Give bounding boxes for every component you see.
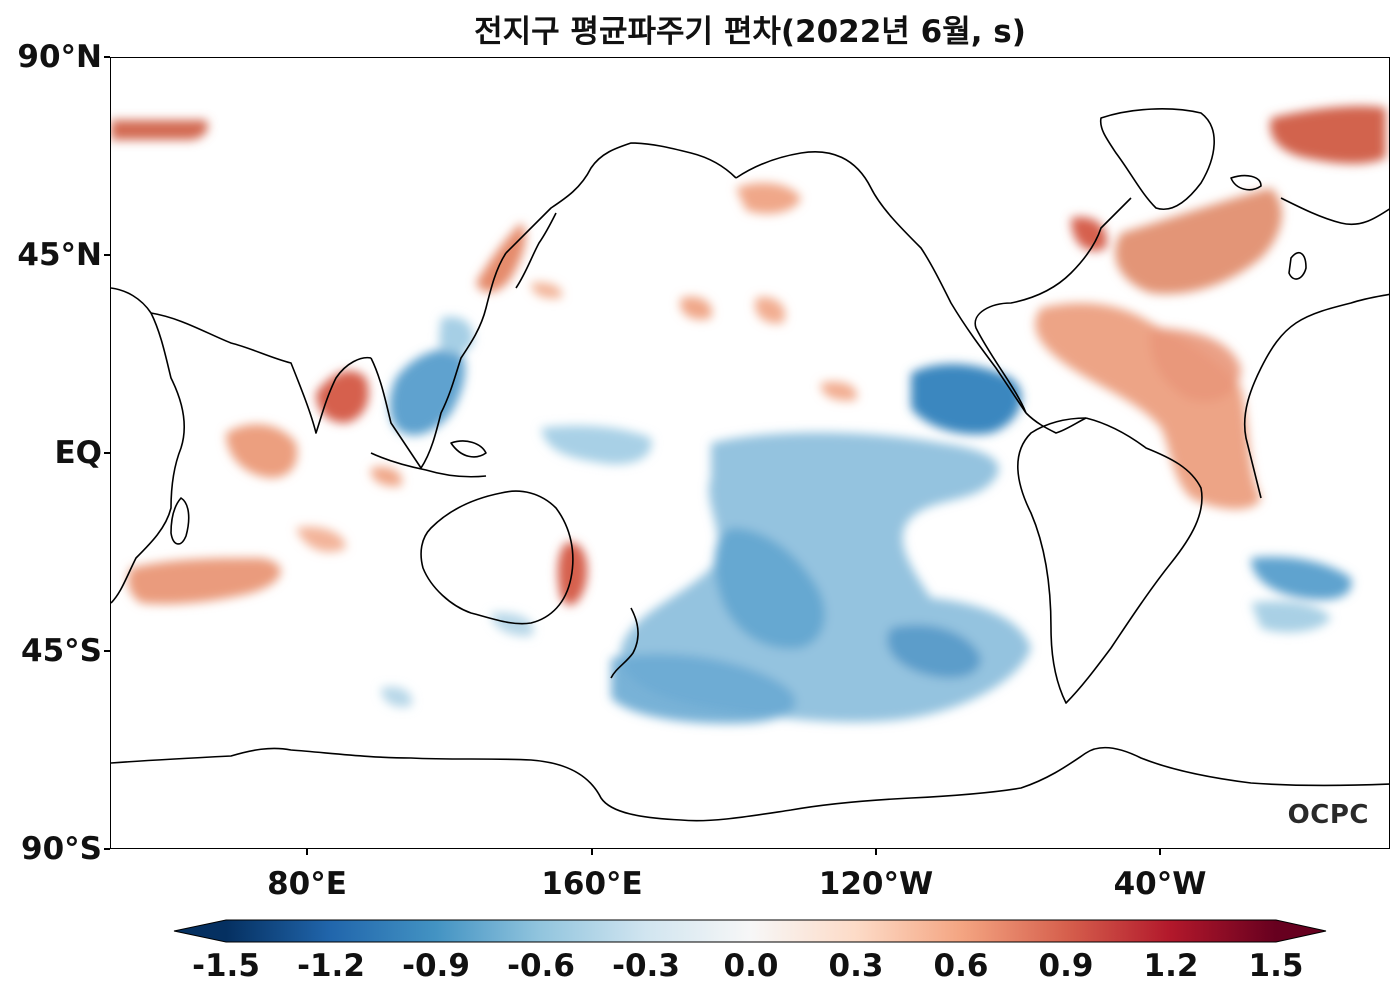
coastline (150, 312, 372, 434)
lon-tick (306, 849, 308, 855)
anomaly-region (680, 296, 712, 320)
coastline (370, 452, 487, 478)
anomaly-region (1251, 556, 1352, 600)
lat-tick (104, 254, 110, 256)
coastlines (111, 108, 1389, 822)
colorbar-body (226, 920, 1276, 942)
coastline (111, 287, 185, 604)
coastline (1230, 174, 1262, 191)
lat-tick (104, 56, 110, 58)
lat-label: EQ (54, 435, 102, 471)
anomaly-region (911, 363, 1022, 435)
lon-label: 120°W (818, 866, 934, 902)
lat-label: 90°N (17, 39, 102, 75)
colorbar-tick-label: 0.6 (933, 948, 989, 984)
anomaly-region (714, 528, 825, 649)
anomaly-region (1270, 106, 1386, 164)
anomaly-region (226, 424, 298, 478)
map-panel: OCPC (110, 57, 1390, 849)
anomaly-region (476, 223, 526, 293)
coastline (505, 142, 737, 254)
colorbar-outline (173, 919, 1327, 943)
anomaly-region (1251, 601, 1331, 633)
lat-label: 45°S (21, 633, 102, 669)
coastline (1288, 252, 1307, 280)
coastline (450, 440, 487, 458)
coastline (1025, 412, 1087, 434)
map-canvas (111, 106, 1389, 822)
anomaly-region (887, 624, 981, 678)
coastline (515, 212, 557, 289)
coastline (735, 151, 1027, 414)
lon-label: 160°E (541, 866, 643, 902)
lat-label: 90°S (21, 831, 102, 867)
anomaly-region (1150, 328, 1241, 402)
anomaly-region (111, 120, 208, 140)
colorbar-tick-label: 0.9 (1038, 948, 1094, 984)
colorbar-tick-label: 1.2 (1143, 948, 1199, 984)
lon-label: 40°W (1113, 866, 1207, 902)
anomaly-region (389, 348, 466, 436)
anomaly-region (611, 654, 796, 724)
coastline (610, 607, 639, 679)
colorbar-min-extend (174, 920, 226, 942)
lon-tick (591, 849, 593, 855)
anomaly-region (491, 612, 534, 637)
lat-label: 45°N (17, 237, 102, 273)
colorbar-tick-label: -0.6 (507, 948, 575, 984)
anomaly-region (531, 282, 562, 299)
coastline (370, 252, 507, 469)
coastline (1243, 293, 1389, 499)
anomaly-region (381, 686, 412, 708)
colorbar-tick-label: 0.3 (828, 948, 884, 984)
colorbar-tick-label: -0.9 (402, 948, 470, 984)
anomaly-region (1035, 303, 1261, 510)
colorbar-max-extend (1276, 920, 1326, 942)
coastline (1280, 197, 1389, 226)
lat-tick (104, 848, 110, 850)
lon-label: 80°E (267, 866, 347, 902)
anomaly-region (541, 425, 652, 465)
anomaly-region (736, 182, 801, 214)
colorbar-tick-label: -1.5 (192, 948, 260, 984)
ocpc-logo: OCPC (1287, 800, 1369, 830)
coastline (974, 197, 1132, 414)
coastline (1017, 417, 1203, 704)
anomaly-region (755, 297, 786, 324)
coastline (1099, 108, 1215, 210)
coastline (170, 497, 190, 545)
lon-tick (875, 849, 877, 855)
anomaly-region (128, 558, 281, 605)
anomaly-region (1115, 188, 1282, 294)
map-title: 전지구 평균파주기 편차(2022년 6월, s) (474, 14, 1026, 50)
colorbar-tick-label: 0.0 (723, 948, 779, 984)
colorbar-tick-label: -0.3 (612, 948, 680, 984)
anomaly-region (370, 466, 402, 487)
coastline (111, 746, 1389, 822)
anomaly-region (316, 370, 369, 423)
anomaly-field (111, 106, 1386, 724)
colorbar-tick-label: -1.2 (297, 948, 365, 984)
lon-tick (1159, 849, 1161, 855)
colorbar-tick-label: 1.5 (1248, 948, 1304, 984)
anomaly-region (296, 526, 346, 552)
coastline (420, 490, 574, 625)
lat-tick (104, 452, 110, 454)
anomaly-region (820, 381, 857, 401)
anomaly-region (1071, 217, 1107, 251)
anomaly-region (439, 316, 474, 354)
lat-tick (104, 650, 110, 652)
